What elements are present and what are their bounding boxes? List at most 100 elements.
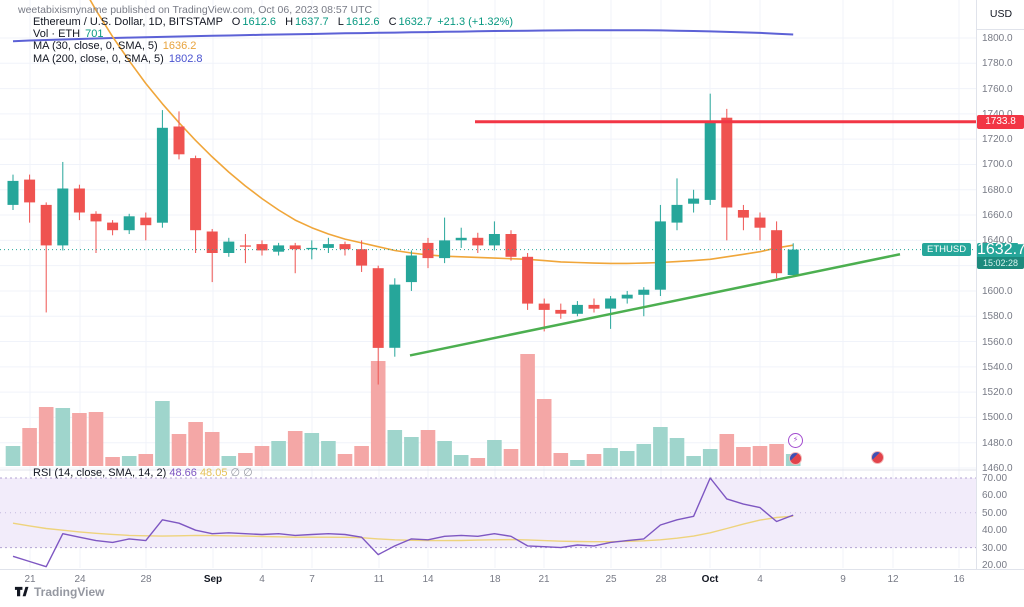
time-tick-label: 24 [74, 574, 86, 585]
ma30-label: MA (30, close, 0, SMA, 5) [33, 40, 158, 53]
price-tick-label: 1520.0 [982, 387, 1013, 399]
candle-body [256, 244, 268, 251]
candle-body [704, 121, 716, 200]
volume-bar [238, 453, 253, 466]
candle-body [273, 245, 285, 252]
candle-body [123, 216, 135, 231]
volume-bar [370, 361, 386, 466]
rsi-tick-label: 40.00 [982, 525, 1008, 537]
time-tick-label: 14 [422, 574, 434, 585]
candle-body [90, 213, 102, 222]
candle-body [588, 304, 600, 309]
candle-body [173, 126, 185, 155]
time-tick-label: 4 [757, 574, 763, 585]
high-label: H [285, 16, 294, 28]
volume-bar [88, 412, 104, 466]
time-tick-label: 12 [887, 574, 899, 585]
ma30-value: 1636.2 [162, 40, 197, 53]
candle-body [505, 234, 517, 257]
candle-body [140, 217, 152, 226]
bar-countdown: 15:02:28 [977, 256, 1024, 269]
rsi-tick-label: 60.00 [982, 490, 1008, 502]
tradingview-logo-text: TradingView [34, 584, 105, 599]
volume-bar [520, 354, 535, 466]
volume-bar [586, 454, 602, 466]
volume-bar [686, 456, 701, 466]
symbol-price-tag: ETHUSD [922, 243, 972, 257]
ma30-legend-row[interactable]: MA (30, close, 0, SMA, 5) 1636.2 [33, 40, 513, 52]
candle-body [571, 304, 583, 314]
rsi-ma-line [12, 515, 794, 543]
rsi-value: 48.66 [169, 467, 197, 479]
candle-body [721, 117, 733, 208]
rsi-tick-label: 30.00 [982, 542, 1008, 554]
flag-sticker-icon[interactable] [789, 452, 802, 465]
candle-body [289, 245, 301, 250]
candle-body [372, 268, 384, 348]
volume-bar [702, 449, 718, 466]
time-tick-label: 4 [259, 574, 265, 585]
tradingview-watermark[interactable]: TradingView [14, 584, 104, 599]
candle-body [306, 247, 318, 250]
bolt-sticker-icon[interactable]: ⚡ [788, 433, 803, 448]
volume-bar [271, 441, 286, 466]
candle-body [405, 255, 417, 283]
volume-bar [287, 431, 303, 466]
volume-bar [105, 457, 120, 466]
volume-bar [121, 456, 137, 466]
rsi-legend-row[interactable]: RSI (14, close, SMA, 14, 2) 48.66 48.05 … [33, 466, 253, 479]
ma30-line [89, 0, 794, 265]
rsi-label: RSI (14, close, SMA, 14, 2) [33, 467, 167, 479]
candle-body [322, 244, 334, 248]
flag-sticker-icon[interactable] [871, 451, 884, 464]
last-price-value: 1632.7 [977, 242, 1024, 258]
time-axis[interactable]: 21 24 28 Sep 4 7 11 14 18 21 25 28 Oct 4 9 12 16 [0, 569, 1024, 607]
volume-bar [155, 401, 170, 466]
rsi-tick-label: 50.00 [982, 507, 1008, 519]
rsi-band [0, 478, 976, 548]
low-value: 1612.6 [345, 16, 380, 28]
price-tick-label: 1760.0 [982, 83, 1013, 95]
symbol-title: Ethereum / U.S. Dollar, 1D, BITSTAMP [33, 16, 223, 28]
candles [7, 93, 799, 385]
volume-bar [171, 434, 187, 466]
volume-bar [752, 446, 768, 466]
axis-currency-label: USD [989, 8, 1013, 20]
open-value: 1612.6 [242, 16, 276, 28]
volume-bar [553, 453, 569, 466]
volume-bar [603, 448, 618, 466]
time-tick-label: 9 [840, 574, 846, 585]
time-tick-label: 28 [655, 574, 667, 585]
candle-body [472, 237, 484, 246]
last-price-tag: 1632.7 15:02:28 [977, 242, 1024, 269]
price-tick-label: 1540.0 [982, 361, 1013, 373]
volume-bar [221, 456, 237, 466]
price-tick-label: 1780.0 [982, 58, 1013, 70]
candle-body [107, 222, 119, 231]
candle-body [7, 180, 19, 205]
drawings[interactable] [409, 120, 976, 357]
symbol-legend-row[interactable]: Ethereum / U.S. Dollar, 1D, BITSTAMP O 16… [33, 16, 513, 28]
support-trendline[interactable] [409, 253, 901, 357]
volume-label: Vol · ETH [33, 28, 81, 41]
volume-bar [254, 446, 270, 466]
candle-body [638, 289, 650, 295]
volume-bar [570, 460, 585, 466]
candle-body [339, 244, 351, 250]
candle-body [422, 242, 434, 259]
candle-body [538, 303, 550, 310]
candle-body [223, 241, 235, 253]
time-tick-label: Oct [701, 574, 719, 585]
candle-body [206, 231, 218, 253]
rsi-toggle-icons[interactable]: ∅ ∅ [230, 467, 253, 479]
candle-body [57, 188, 69, 246]
volume-legend-row[interactable]: Vol · ETH 701 [33, 28, 513, 40]
price-axis[interactable]: USD [976, 0, 1024, 607]
candle-body [239, 245, 251, 247]
time-tick-label: 11 [373, 574, 385, 585]
volume-bar [204, 432, 220, 466]
candle-body [671, 204, 683, 223]
ma200-legend-row[interactable]: MA (200, close, 0, SMA, 5) 1802.8 [33, 53, 513, 65]
